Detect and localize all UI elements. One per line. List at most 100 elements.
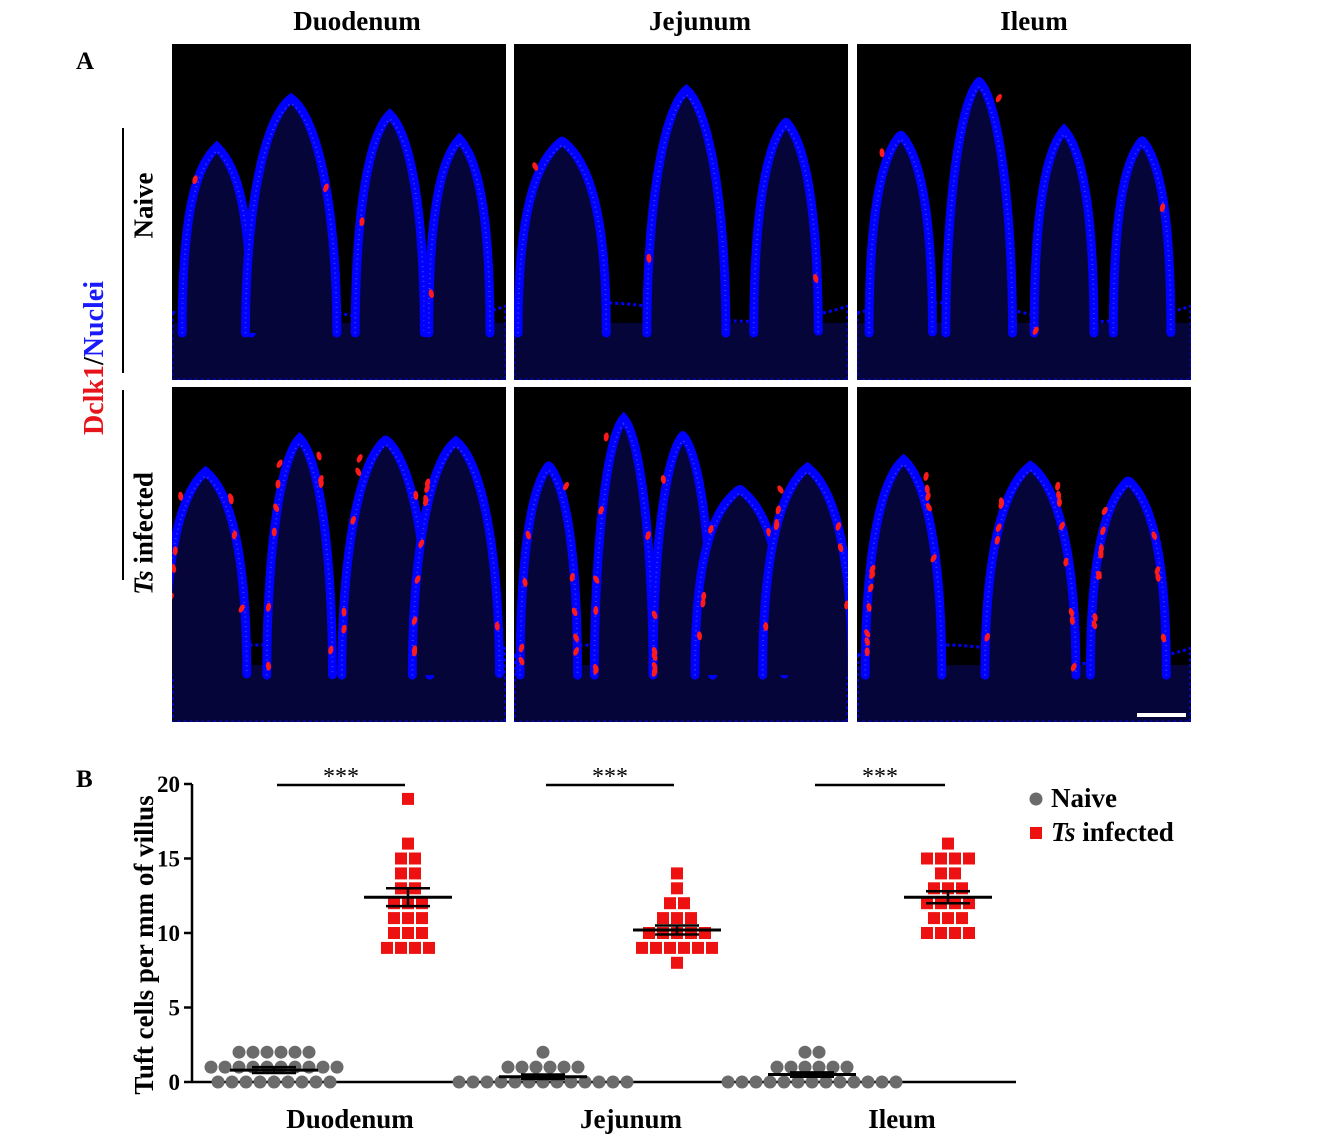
tuft-cell-signal	[573, 633, 579, 642]
tuft-cell-signal	[359, 217, 365, 227]
y-axis-label: Tuft cells per mm of villus	[129, 795, 159, 1094]
infected-point	[949, 867, 961, 880]
stain-separator: /	[79, 357, 110, 365]
legend-marker	[1030, 827, 1042, 839]
row-divider-infected	[122, 390, 124, 580]
naive-point	[777, 1075, 791, 1089]
tuft-cell-signal	[651, 610, 658, 620]
naive-point	[288, 1045, 302, 1059]
micrograph-infected-ileum	[857, 387, 1191, 722]
tuft-cell-signal	[228, 493, 234, 502]
infected-point	[949, 927, 961, 939]
infected-point	[664, 941, 676, 954]
infected-point	[416, 912, 428, 925]
naive-point	[501, 1060, 515, 1074]
tuft-cell-signal	[925, 492, 931, 501]
tuft-cell-signal	[569, 572, 575, 582]
tuft-cell-signal	[1063, 557, 1069, 567]
infected-point	[692, 941, 704, 954]
tuft-cell-signal	[316, 451, 322, 461]
villus	[177, 140, 256, 338]
micrograph-infected-ileum-image	[857, 453, 1191, 722]
tuft-cell-signal	[231, 530, 238, 540]
villus-inner	[593, 422, 655, 676]
tuft-cell-signal	[984, 632, 990, 642]
infected-point	[928, 912, 940, 925]
tuft-cell-signal	[774, 518, 780, 528]
tuft-cell-signal	[1092, 612, 1098, 622]
infected-point	[921, 927, 933, 939]
naive-point	[798, 1045, 812, 1059]
tuft-cell-signal	[660, 474, 666, 484]
naive-point	[536, 1045, 550, 1059]
tuft-cell-signal	[866, 602, 872, 612]
row-divider-naive	[122, 128, 124, 373]
tuft-cell-signal	[1151, 531, 1158, 540]
stain-label: Dclk1/Nuclei	[79, 248, 111, 468]
column-title-jejunum: Jejunum	[648, 6, 751, 36]
tuft-cell-signal	[864, 629, 871, 638]
tuft-cell-signal	[238, 604, 245, 613]
naive-point	[578, 1075, 592, 1089]
naive-point	[875, 1075, 889, 1089]
naive-point	[543, 1060, 557, 1074]
tuft-cell-signal	[411, 616, 418, 625]
villus	[860, 453, 947, 680]
infected-point	[416, 927, 428, 939]
tuft-cell-signal	[413, 490, 419, 500]
infected-point	[395, 867, 407, 880]
villus	[350, 108, 429, 338]
naive-point	[889, 1075, 903, 1089]
tuft-cell-signal	[423, 494, 429, 504]
tuft-cell-signal	[1091, 620, 1098, 630]
naive-point	[847, 1075, 861, 1089]
infected-point	[657, 912, 669, 925]
naive-point	[260, 1045, 274, 1059]
tuft-cell-signal	[1056, 490, 1062, 500]
y-tick-label: 0	[169, 1070, 181, 1095]
villus	[980, 460, 1081, 680]
tuft-cell-signal	[323, 183, 329, 193]
naive-point	[232, 1045, 246, 1059]
villus	[1029, 123, 1099, 338]
tuft-cell-signal	[924, 484, 930, 494]
villus	[1108, 133, 1176, 338]
tuft-cell-signal	[844, 600, 848, 610]
naive-point	[466, 1075, 480, 1089]
villus	[642, 84, 731, 338]
infected-point	[956, 912, 968, 925]
tuft-cell-signal	[593, 606, 599, 616]
tuft-cell-signal	[879, 148, 885, 158]
infected-point	[423, 941, 435, 954]
naive-point	[805, 1075, 819, 1089]
tuft-cell-signal	[172, 564, 177, 573]
tuft-cell-signal	[1059, 521, 1065, 531]
tuft-cell-signal	[1069, 616, 1075, 625]
tuft-cell-signal	[1055, 481, 1061, 491]
stain-dclk1: Dclk1	[79, 365, 110, 435]
micrograph-naive-duodenum-image	[172, 92, 506, 380]
x-tick-label: Ileum	[868, 1104, 936, 1134]
infected-point	[402, 792, 414, 805]
villus	[749, 115, 823, 338]
legend-label: Naive	[1051, 783, 1117, 813]
tuft-cell-signal	[328, 645, 334, 655]
infected-point	[636, 941, 648, 954]
naive-point	[861, 1075, 875, 1089]
micrograph-infected-duodenum	[172, 387, 506, 722]
tuft-cell-signal	[837, 543, 844, 553]
naive-point	[515, 1060, 529, 1074]
tuft-cell-signal	[265, 602, 272, 612]
naive-point	[791, 1075, 805, 1089]
naive-point	[812, 1060, 826, 1074]
naive-point	[557, 1060, 571, 1074]
tuft-cell-signal	[651, 668, 658, 677]
tuft-cell-signal	[414, 575, 421, 584]
row-label-infected-italic: Ts	[128, 570, 159, 595]
tuft-cell-signal	[192, 175, 198, 185]
infected-point	[942, 912, 954, 925]
naive-point	[323, 1075, 337, 1089]
tuft-cell-signal	[518, 656, 525, 666]
tuft-cell-signal	[271, 527, 277, 537]
